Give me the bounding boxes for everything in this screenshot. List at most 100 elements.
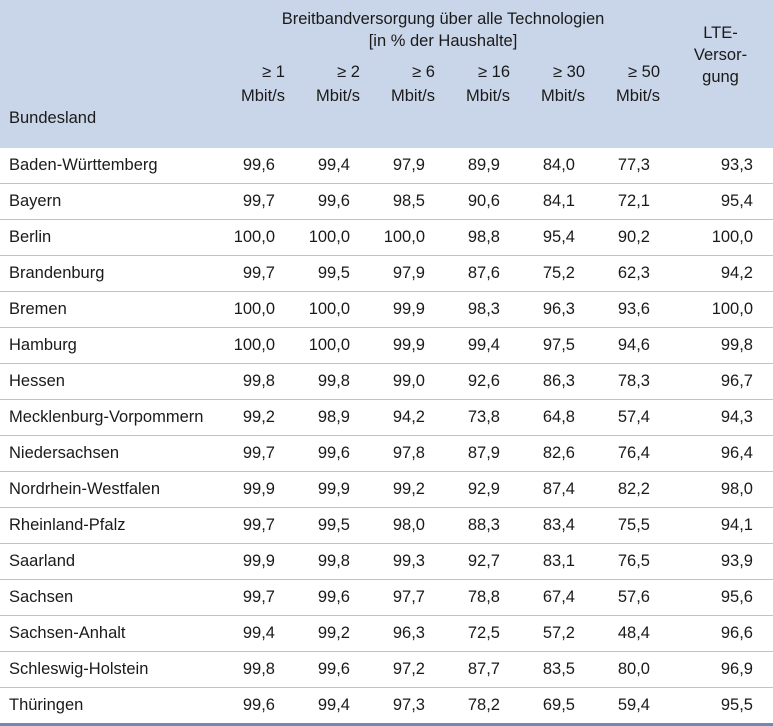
- bundesland-cell: Rheinland-Pfalz: [0, 507, 218, 544]
- coverage-cell: 78,3: [593, 363, 668, 400]
- header-spacer: [0, 0, 218, 60]
- table-row: Baden-Württemberg 99,6 99,4 97,9 89,9 84,0 77,…: [0, 148, 773, 184]
- coverage-cell: 87,9: [443, 435, 518, 472]
- coverage-cell: 99,8: [293, 363, 368, 400]
- coverage-cell: 73,8: [443, 399, 518, 436]
- coverage-cell: 98,5: [368, 183, 443, 220]
- speed-unit: Mbit/s: [615, 87, 660, 105]
- coverage-cell: 77,3: [617, 156, 650, 174]
- coverage-cell: 99,5: [293, 255, 368, 292]
- lte-header-line: Versor-: [693, 46, 748, 64]
- table-row: Bayern 99,7 99,6 98,5 90,6 84,1 72,1 95,4: [0, 183, 773, 220]
- coverage-cell: 92,9: [443, 471, 518, 508]
- coverage-cell: 86,3: [518, 363, 593, 400]
- group-subtitle: [in % der Haushalte]: [368, 32, 518, 50]
- coverage-cell: 82,6: [518, 435, 593, 472]
- coverage-cell: 100,0: [293, 327, 368, 364]
- speed-column-header: ≥ 2 Mbit/s: [293, 60, 368, 148]
- coverage-cell: 98,9: [293, 399, 368, 436]
- bundesland-cell: Brandenburg: [0, 255, 218, 292]
- coverage-cell: 90,2: [593, 219, 668, 256]
- table-row: Hamburg 100,0 100,0 99,9 99,4 97,5 94,6 99,8: [0, 327, 773, 364]
- coverage-cell: 97,7: [368, 579, 443, 616]
- coverage-cell: 100,0: [218, 291, 293, 328]
- coverage-cell: 100,0: [218, 327, 293, 364]
- table-row: Berlin 100,0 100,0 100,0 98,8 95,4 90,2 100,0: [0, 219, 773, 256]
- speed-threshold: ≥ 16: [478, 63, 510, 81]
- lte-cell: 96,4: [668, 435, 773, 472]
- speed-column-header: ≥ 16 Mbit/s: [443, 60, 518, 148]
- coverage-cell: 78,8: [443, 579, 518, 616]
- coverage-cell: 84,1: [518, 183, 593, 220]
- coverage-cell: 99,0: [368, 363, 443, 400]
- coverage-cell: 99,2: [218, 399, 293, 436]
- speed-unit: Mbit/s: [315, 87, 360, 105]
- table-row: Rheinland-Pfalz 99,7 99,5 98,0 88,3 83,4 75,5 9…: [0, 507, 773, 544]
- table-row: Nordrhein-Westfalen 99,9 99,9 99,2 92,9 87,4 8…: [0, 471, 773, 508]
- bundesland-cell: Nordrhein-Westfalen: [0, 471, 218, 508]
- coverage-cell: 96,3: [368, 615, 443, 652]
- coverage-cell: 82,2: [593, 471, 668, 508]
- coverage-cell: 94,2: [368, 399, 443, 436]
- coverage-cell: 99,6: [218, 687, 293, 726]
- bundesland-cell: Bayern: [0, 183, 218, 220]
- coverage-cell: 48,4: [593, 615, 668, 652]
- table-row: Schleswig-Holstein 99,8 99,6 97,2 87,7 83,5 80…: [0, 651, 773, 688]
- lte-cell: 95,5: [668, 687, 773, 726]
- lte-cell: 99,8: [668, 327, 773, 364]
- table-row: Saarland 99,9 99,8 99,3 92,7 83,1 76,5 93,9: [0, 543, 773, 580]
- bundesland-cell: Mecklenburg-Vorpommern: [0, 399, 218, 436]
- coverage-cell: 80,0: [593, 651, 668, 688]
- bundesland-cell: Niedersachsen: [0, 435, 218, 472]
- coverage-cell: 99,9: [368, 327, 443, 364]
- coverage-cell: 76,4: [593, 435, 668, 472]
- bundesland-cell: Saarland: [0, 543, 218, 580]
- coverage-cell: 96,3: [518, 291, 593, 328]
- table-body: Baden-Württemberg 99,6 99,4 97,9 89,9 84,0 77,…: [0, 148, 773, 726]
- coverage-cell: 99,7: [218, 183, 293, 220]
- speed-column-header: ≥ 1 Mbit/s: [218, 60, 293, 148]
- table-row: Niedersachsen 99,7 99,6 97,8 87,9 82,6 76,4 96,…: [0, 435, 773, 472]
- coverage-cell: 97,9: [392, 156, 425, 174]
- lte-cell: 96,6: [668, 615, 773, 652]
- coverage-cell: 99,8: [218, 651, 293, 688]
- coverage-cell: 99,6: [293, 651, 368, 688]
- speed-unit: Mbit/s: [540, 87, 585, 105]
- speed-threshold: ≥ 2: [337, 63, 360, 81]
- coverage-cell: 75,5: [593, 507, 668, 544]
- lte-cell: 96,9: [668, 651, 773, 688]
- table-header: Breitbandversorgung über alle Technologi…: [0, 0, 773, 148]
- coverage-cell: 87,7: [443, 651, 518, 688]
- coverage-cell: 100,0: [293, 291, 368, 328]
- coverage-cell: 72,5: [443, 615, 518, 652]
- speed-threshold: ≥ 6: [412, 63, 435, 81]
- coverage-cell: 62,3: [593, 255, 668, 292]
- bundesland-cell: Sachsen-Anhalt: [0, 615, 218, 652]
- coverage-cell: 88,3: [443, 507, 518, 544]
- speed-column-header: ≥ 50 Mbit/s: [593, 60, 668, 148]
- coverage-cell: 99,4: [317, 156, 350, 174]
- table-row: Sachsen 99,7 99,6 97,7 78,8 67,4 57,6 95,6: [0, 579, 773, 616]
- bundesland-cell: Hamburg: [0, 327, 218, 364]
- coverage-cell: 99,4: [443, 327, 518, 364]
- coverage-cell: 99,9: [293, 471, 368, 508]
- speed-threshold: ≥ 30: [553, 63, 585, 81]
- coverage-cell: 83,4: [518, 507, 593, 544]
- coverage-cell: 83,5: [518, 651, 593, 688]
- bundesland-cell: Sachsen: [0, 579, 218, 616]
- coverage-cell: 94,6: [593, 327, 668, 364]
- coverage-cell: 98,8: [443, 219, 518, 256]
- speed-column-header: ≥ 6 Mbit/s: [368, 60, 443, 148]
- coverage-cell: 98,0: [368, 507, 443, 544]
- coverage-cell: 100,0: [293, 219, 368, 256]
- coverage-cell: 87,6: [443, 255, 518, 292]
- coverage-cell: 67,4: [518, 579, 593, 616]
- speed-unit: Mbit/s: [240, 87, 285, 105]
- coverage-cell: 78,2: [443, 687, 518, 726]
- coverage-cell: 76,5: [593, 543, 668, 580]
- lte-column-header: LTE- Versor- gung: [668, 0, 773, 148]
- lte-cell: 95,6: [668, 579, 773, 616]
- coverage-cell: 99,6: [293, 579, 368, 616]
- coverage-cell: 99,9: [218, 543, 293, 580]
